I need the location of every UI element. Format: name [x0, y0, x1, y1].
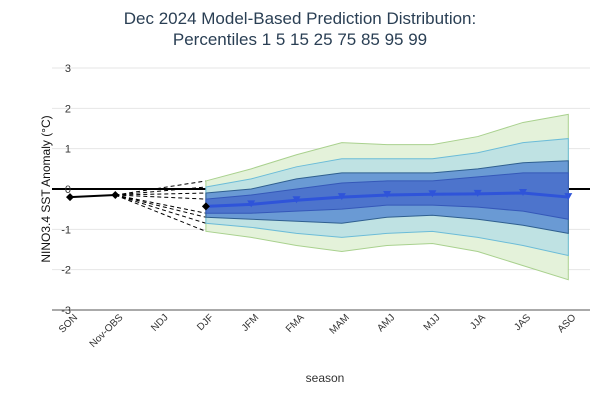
y-tick-label: 1 [65, 144, 71, 156]
observed-point [111, 191, 120, 200]
fan-line [115, 194, 207, 224]
fan-line [115, 194, 206, 200]
median-point [292, 196, 301, 204]
y-tick-label: -2 [61, 265, 71, 277]
y-tick-label: -3 [61, 305, 71, 317]
chart-title: Dec 2024 Model-Based Prediction Distribu… [124, 9, 476, 28]
fan-line [115, 180, 206, 196]
median-point [473, 189, 482, 197]
observed-point [66, 193, 74, 202]
fan-line [115, 194, 207, 232]
fan-line [115, 194, 206, 214]
median-point [201, 202, 210, 211]
median-point [428, 190, 437, 198]
fan-line [115, 192, 206, 196]
x-tick-label: JAS [512, 312, 533, 333]
x-axis-label: season [306, 371, 345, 385]
observed-line [69, 194, 116, 199]
x-tick-label: FMA [284, 312, 307, 335]
x-tick-label: ASO [556, 312, 579, 335]
x-tick-label: JJA [468, 312, 488, 332]
x-tick-label: Nov-OBS [88, 312, 126, 350]
y-tick-label: 0 [65, 184, 71, 196]
median-point [383, 191, 392, 199]
y-tick-label: 3 [65, 63, 71, 75]
y-tick-label: 2 [65, 103, 71, 115]
median-point [564, 193, 573, 201]
median-point [247, 200, 256, 208]
chart-subtitle: Percentiles 1 5 15 25 75 85 95 99 [173, 30, 427, 49]
x-tick-label: DJF [195, 312, 216, 333]
x-tick-label: JFM [240, 312, 262, 334]
fan-line [115, 194, 207, 218]
y-tick-label: -1 [61, 224, 71, 236]
x-tick-label: MAM [328, 312, 352, 336]
y-axis-label: NINO3.4 SST Anomaly (°C) [39, 115, 53, 262]
x-tick-label: NDJ [149, 312, 171, 334]
x-tick-label: AMJ [375, 312, 397, 334]
fan-line [115, 186, 206, 196]
median-point [519, 189, 527, 197]
x-tick-label: MJJ [422, 312, 443, 333]
median-point [337, 193, 346, 201]
